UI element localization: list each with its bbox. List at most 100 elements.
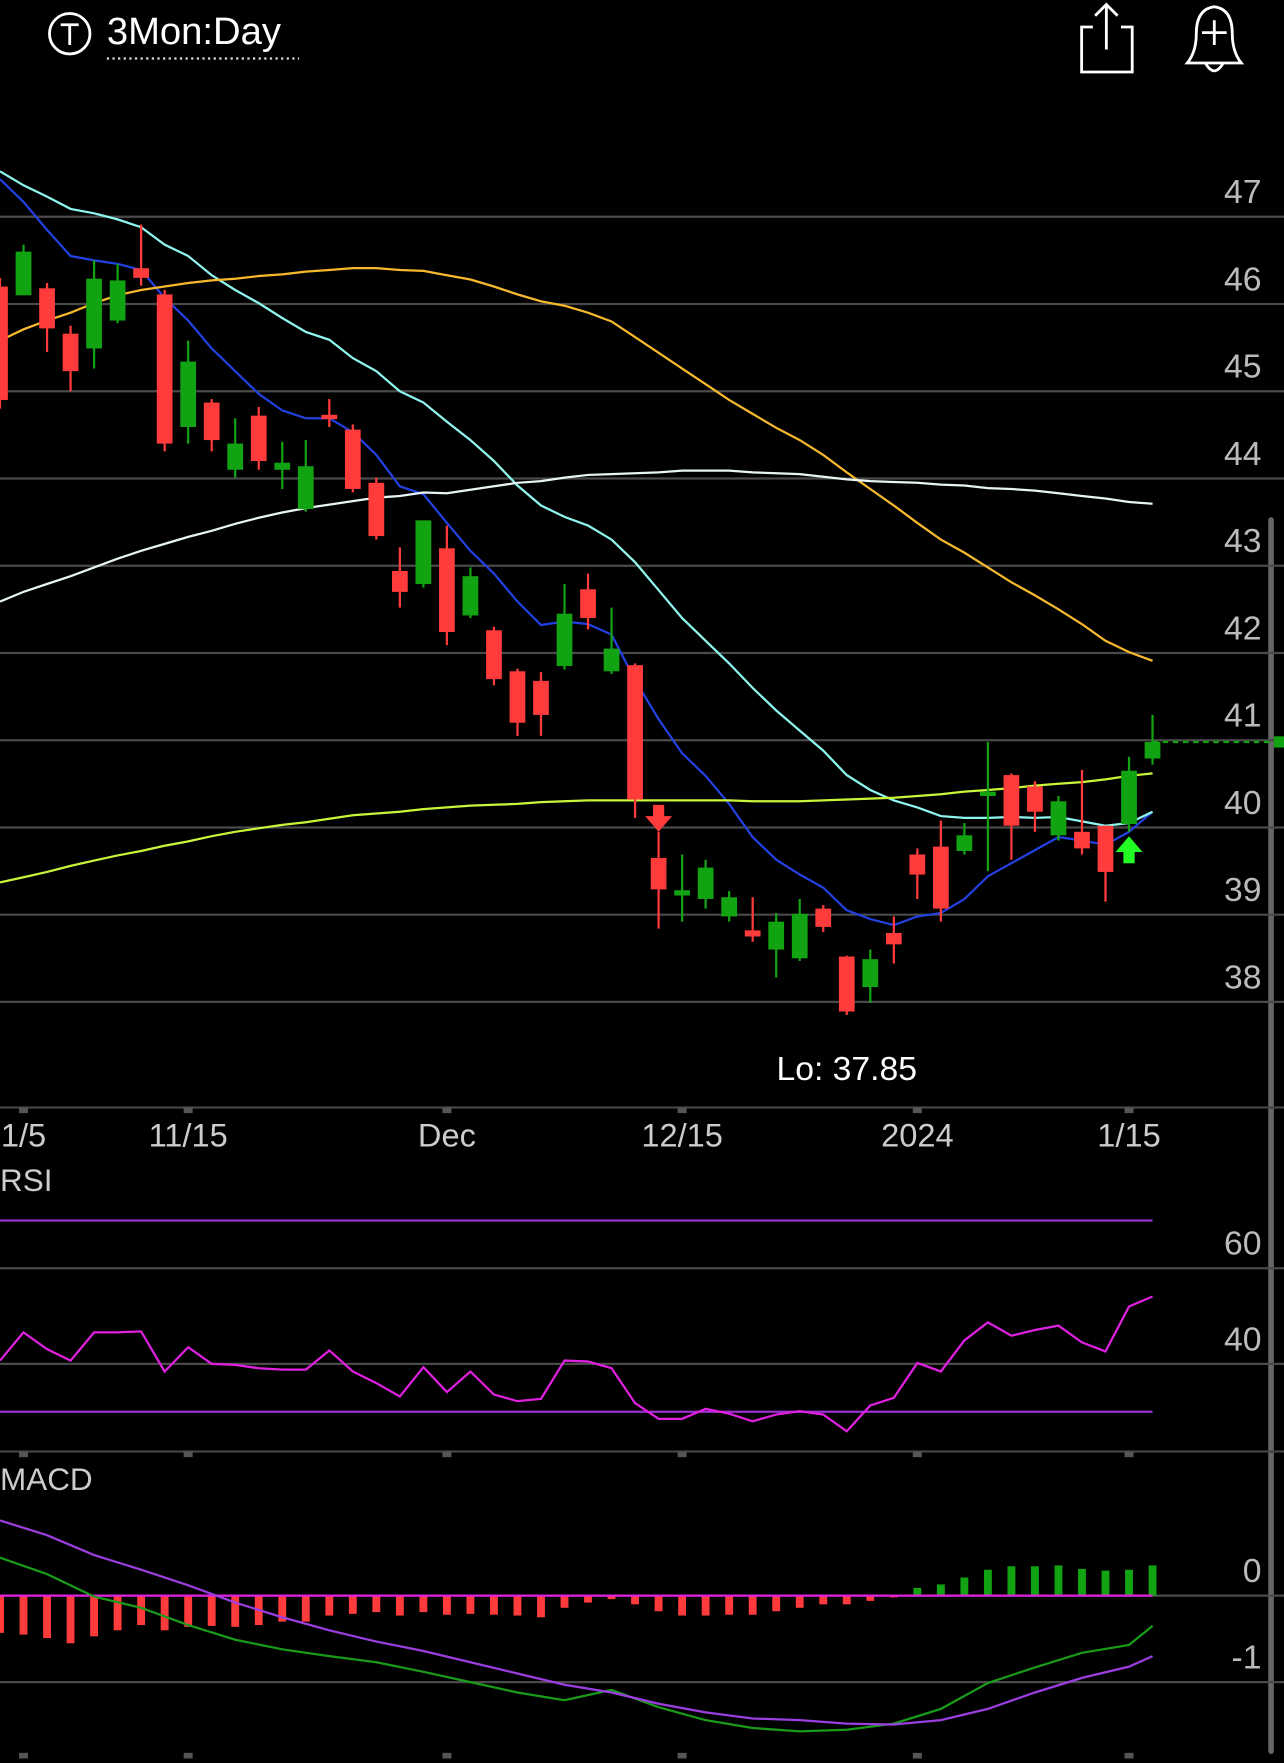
macd-histogram-bar: [701, 1595, 710, 1616]
candle-body: [109, 280, 126, 321]
candle-body: [1050, 801, 1067, 836]
macd-histogram-bar: [772, 1595, 781, 1612]
t-icon-glyph: [60, 23, 79, 45]
candle-body: [932, 846, 949, 909]
macd-histogram-bar: [795, 1595, 804, 1608]
y-tick-label: 42: [1224, 609, 1262, 647]
macd-histogram-bar: [819, 1595, 828, 1605]
moving-average: [0, 267, 1153, 662]
macd-histogram-bar: [160, 1595, 169, 1631]
x-tick-mark: [183, 1451, 193, 1458]
candle-body: [1027, 786, 1043, 812]
macd-histogram-bar: [866, 1595, 875, 1601]
y-tick-label: 43: [1224, 522, 1262, 560]
macd-histogram-bar: [19, 1595, 28, 1635]
x-tick-mark: [183, 1107, 193, 1114]
macd-histogram-bar: [442, 1595, 451, 1615]
candle-body: [674, 890, 690, 896]
macd-histogram-bar: [231, 1595, 240, 1627]
macd-histogram-bar: [748, 1595, 757, 1615]
macd-histogram-bar: [537, 1595, 545, 1618]
candle-body: [180, 361, 197, 428]
bell-icon: [1184, 5, 1245, 73]
x-tick-mark: [912, 1451, 922, 1458]
share-button[interactable]: [1080, 2, 1134, 74]
x-tick-mark: [442, 1752, 452, 1759]
x-tick-label: 1/5: [1, 1116, 46, 1153]
candle-body: [133, 268, 149, 278]
sell-signal: [645, 804, 673, 832]
x-tick-mark: [19, 1451, 29, 1458]
candle-body: [956, 835, 973, 852]
candle-body: [227, 443, 244, 470]
candle-body: [250, 415, 267, 462]
x-tick-mark: [677, 1752, 687, 1759]
macd-line: [0, 1556, 1154, 1733]
candle-body: [86, 278, 102, 349]
candle-body: [391, 570, 408, 592]
macd-histogram-bar: [1148, 1565, 1157, 1596]
x-tick-label: 1/15: [1097, 1116, 1160, 1153]
macd-histogram-bar: [913, 1587, 922, 1596]
y-tick-label: -1: [1232, 1639, 1262, 1677]
alert-button[interactable]: [1184, 5, 1245, 73]
x-tick-mark: [19, 1107, 29, 1114]
x-tick-mark: [677, 1451, 687, 1458]
macd-histogram-bar: [419, 1595, 428, 1613]
buy-signal: [1115, 836, 1143, 864]
macd-histogram-bar: [654, 1595, 663, 1612]
timeframe-button[interactable]: 3Mon:Day: [48, 10, 300, 60]
t-icon: [48, 12, 92, 56]
x-tick-label: 12/15: [641, 1116, 723, 1153]
macd-histogram-bar: [842, 1595, 851, 1605]
low-annotation: Lo: 37.85: [776, 1050, 917, 1088]
macd-histogram-bar: [936, 1584, 945, 1596]
candle-body: [486, 630, 502, 680]
candle-body: [697, 867, 714, 899]
candle-body: [909, 854, 926, 875]
x-tick-mark: [677, 1107, 687, 1114]
scrollbar: [1268, 517, 1274, 1754]
moving-average: [0, 178, 1154, 927]
y-tick-label: 41: [1224, 697, 1262, 735]
moving-average: [0, 772, 1153, 884]
candle-body: [274, 462, 291, 470]
x-tick-mark: [912, 1752, 922, 1759]
candle-body: [156, 294, 173, 444]
candle-body: [1003, 775, 1020, 826]
candle-body: [791, 913, 808, 959]
panel-title: RSI: [0, 1163, 52, 1198]
x-tick-mark: [442, 1107, 452, 1114]
x-tick-label: Dec: [418, 1116, 476, 1153]
y-tick-label: 45: [1224, 348, 1262, 386]
macd-histogram-bar: [137, 1595, 146, 1626]
rsi-line: [0, 1295, 1154, 1433]
candle-body: [344, 429, 361, 489]
y-tick-label: 40: [1224, 784, 1262, 822]
macd-histogram-bar: [184, 1595, 193, 1627]
x-tick-label: 2024: [881, 1116, 954, 1153]
x-tick-mark: [1124, 1107, 1134, 1114]
macd-histogram-bar: [1031, 1566, 1039, 1596]
candle-body: [721, 897, 738, 917]
macd-histogram-bar: [584, 1595, 592, 1603]
candle-body: [838, 956, 855, 1012]
macd-histogram-bar: [983, 1569, 992, 1596]
y-tick-label: 39: [1224, 871, 1262, 909]
macd-histogram-bar: [960, 1577, 969, 1596]
x-tick-mark: [1124, 1451, 1134, 1458]
moving-average: [0, 170, 1154, 827]
macd-histogram-bar: [631, 1595, 640, 1605]
candle-body: [627, 665, 643, 800]
x-tick-mark: [1124, 1752, 1134, 1759]
macd-histogram-bar: [0, 1595, 4, 1633]
macd-histogram-bar: [301, 1595, 310, 1622]
x-tick-mark: [912, 1107, 922, 1114]
x-tick-mark: [19, 1752, 29, 1759]
candle-body: [1121, 770, 1137, 824]
macd-histogram-bar: [348, 1595, 357, 1614]
macd-histogram-bar: [1125, 1569, 1133, 1596]
macd-histogram-bar: [325, 1595, 334, 1616]
macd-histogram-bar: [1078, 1568, 1086, 1596]
